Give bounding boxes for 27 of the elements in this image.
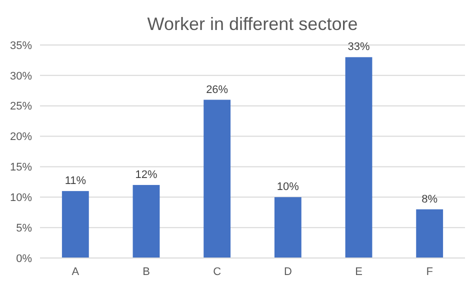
- data-label: 33%: [348, 41, 370, 54]
- x-tick-label: E: [355, 266, 362, 278]
- y-tick-label: 5%: [16, 222, 32, 234]
- bar: [274, 197, 302, 258]
- bar: [416, 209, 444, 258]
- y-tick-label: 20%: [10, 131, 32, 144]
- bar: [132, 184, 160, 258]
- x-tick-label: A: [72, 266, 80, 278]
- x-tick-label: C: [213, 266, 222, 278]
- y-tick-label: 35%: [10, 40, 32, 52]
- y-tick-label: 0%: [16, 252, 32, 265]
- data-label: 26%: [206, 84, 228, 96]
- bar: [204, 100, 231, 258]
- chart-title: Worker in different sectore: [147, 14, 358, 34]
- y-tick-label: 15%: [10, 162, 32, 174]
- x-tick-label: D: [284, 266, 292, 278]
- data-label: 8%: [422, 193, 438, 206]
- bar: [62, 191, 89, 258]
- data-label: 10%: [276, 181, 300, 194]
- data-label: 12%: [135, 168, 158, 181]
- x-tick-label: F: [426, 266, 434, 278]
- y-tick-label: 30%: [10, 70, 32, 82]
- y-tick-label: 25%: [10, 100, 32, 113]
- bar: [345, 57, 372, 258]
- y-tick-label: 10%: [10, 192, 32, 204]
- x-tick-label: B: [142, 266, 150, 278]
- data-label: 11%: [64, 175, 86, 188]
